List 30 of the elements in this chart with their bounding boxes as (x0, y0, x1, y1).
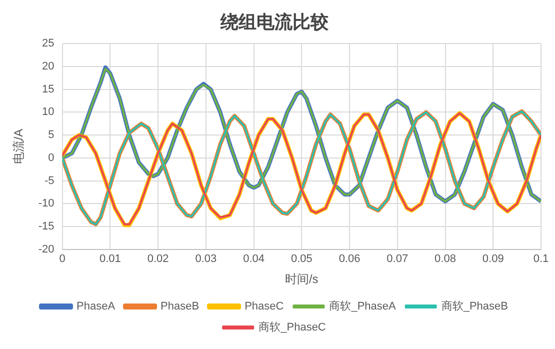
y-tick-label: 15 (42, 83, 54, 96)
y-tick-label: -5 (44, 174, 54, 187)
x-axis-title: 时间/s (284, 272, 318, 286)
x-tick-label: 0 (59, 253, 66, 266)
x-tick-label: 0.06 (338, 253, 360, 266)
y-tick-label: 10 (42, 106, 54, 118)
x-tick-label: 0.09 (482, 253, 504, 266)
y-tick-label: 25 (42, 38, 54, 50)
x-tick-label: 0.1 (533, 253, 549, 266)
y-tick-label: 0 (48, 152, 54, 164)
legend-label: 商软_PhaseA (329, 300, 397, 313)
x-tick-label: 0.07 (386, 253, 408, 266)
legend-label: PhaseB (160, 300, 200, 313)
x-tick-label: 0.02 (147, 253, 169, 266)
y-tick-label: -15 (38, 220, 54, 233)
x-tick-label: 0.03 (195, 253, 217, 266)
legend-label: 商软_PhaseB (441, 300, 508, 313)
x-tick-label: 0.01 (99, 253, 121, 266)
y-tick-label: -10 (38, 198, 54, 210)
y-tick-label: 20 (42, 60, 54, 72)
chart-title: 绕组电流比较 (220, 12, 330, 32)
y-axis-title: 电流/A (12, 128, 26, 164)
legend-label: PhaseC (244, 300, 284, 313)
x-tick-label: 0.05 (290, 253, 312, 266)
x-tick-label: 0.04 (243, 253, 264, 266)
x-tick-label: 0.08 (434, 253, 456, 266)
y-tick-label: 5 (48, 129, 54, 142)
legend-label: 商软_PhaseC (258, 320, 326, 334)
legend-label: PhaseA (76, 300, 116, 313)
y-tick-label: -20 (38, 243, 54, 256)
